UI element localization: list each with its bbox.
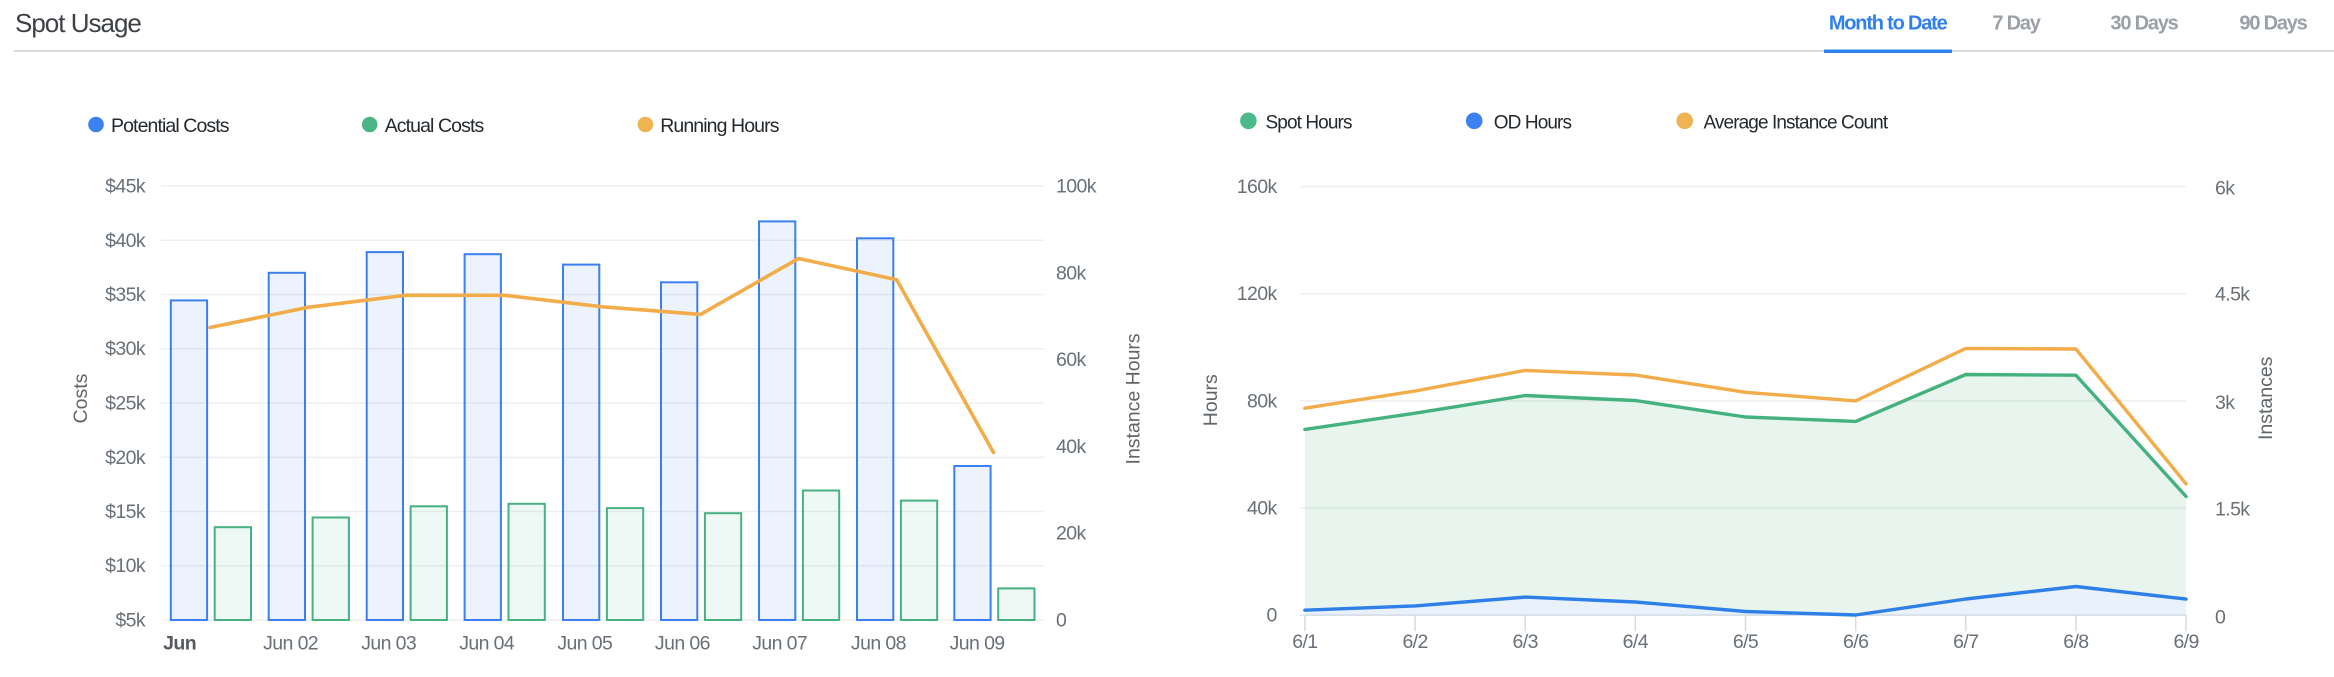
svg-text:$10k: $10k [105, 555, 146, 577]
svg-text:20k: 20k [1056, 523, 1086, 545]
svg-text:$45k: $45k [105, 176, 146, 198]
svg-text:Jun 07: Jun 07 [752, 633, 807, 655]
svg-text:6/5: 6/5 [1733, 631, 1759, 653]
svg-text:Running Hours: Running Hours [660, 115, 780, 137]
svg-text:160k: 160k [1237, 176, 1278, 198]
svg-text:Jun: Jun [163, 633, 196, 655]
svg-text:Average Instance Count: Average Instance Count [1704, 113, 1889, 134]
svg-text:Costs: Costs [70, 373, 92, 423]
svg-text:6/1: 6/1 [1292, 631, 1317, 653]
svg-text:7 Day: 7 Day [1992, 13, 2041, 35]
svg-text:3k: 3k [2215, 392, 2235, 414]
svg-text:Jun 03: Jun 03 [361, 633, 416, 655]
svg-text:80k: 80k [1056, 262, 1086, 284]
svg-text:6/3: 6/3 [1513, 631, 1538, 653]
svg-text:Spot Usage: Spot Usage [15, 8, 141, 38]
svg-text:120k: 120k [1237, 283, 1278, 305]
svg-text:Jun 06: Jun 06 [655, 633, 710, 655]
svg-text:Instance Hours: Instance Hours [1123, 333, 1145, 464]
svg-text:6/6: 6/6 [1843, 631, 1868, 653]
svg-text:$35k: $35k [105, 284, 146, 306]
svg-text:$25k: $25k [105, 393, 146, 415]
svg-text:Instances: Instances [2255, 356, 2277, 440]
svg-text:Jun 08: Jun 08 [851, 633, 906, 655]
svg-text:40k: 40k [1056, 436, 1086, 458]
svg-text:$20k: $20k [105, 447, 146, 469]
svg-text:Jun 04: Jun 04 [459, 633, 515, 655]
svg-text:6/4: 6/4 [1623, 631, 1649, 653]
svg-text:OD Hours: OD Hours [1494, 113, 1572, 134]
svg-text:6k: 6k [2215, 178, 2235, 200]
svg-text:$15k: $15k [105, 501, 146, 523]
svg-text:Spot Hours: Spot Hours [1266, 113, 1352, 134]
svg-text:Month to Date: Month to Date [1829, 13, 1948, 35]
svg-text:6/9: 6/9 [2173, 631, 2198, 653]
svg-text:0: 0 [1056, 610, 1067, 632]
svg-text:4.5k: 4.5k [2215, 284, 2250, 306]
svg-text:6/2: 6/2 [1402, 631, 1427, 653]
svg-text:$40k: $40k [105, 230, 146, 252]
svg-text:0: 0 [1266, 605, 1277, 627]
svg-text:90 Days: 90 Days [2239, 13, 2307, 35]
svg-text:100k: 100k [1056, 176, 1097, 198]
svg-text:Hours: Hours [1200, 374, 1222, 426]
svg-text:Potential Costs: Potential Costs [111, 115, 230, 137]
svg-text:Jun 09: Jun 09 [950, 633, 1005, 655]
svg-text:$30k: $30k [105, 338, 146, 360]
svg-text:60k: 60k [1056, 349, 1086, 371]
svg-text:6/8: 6/8 [2063, 631, 2088, 653]
svg-text:30 Days: 30 Days [2110, 13, 2178, 35]
svg-text:0: 0 [2215, 607, 2226, 629]
svg-text:6/7: 6/7 [1953, 631, 1978, 653]
svg-text:Jun 02: Jun 02 [263, 633, 318, 655]
svg-text:1.5k: 1.5k [2215, 499, 2250, 521]
svg-text:80k: 80k [1247, 390, 1277, 412]
svg-text:40k: 40k [1247, 498, 1277, 520]
svg-text:Jun 05: Jun 05 [557, 633, 613, 655]
svg-text:Actual Costs: Actual Costs [385, 115, 485, 137]
svg-text:$5k: $5k [115, 610, 145, 632]
